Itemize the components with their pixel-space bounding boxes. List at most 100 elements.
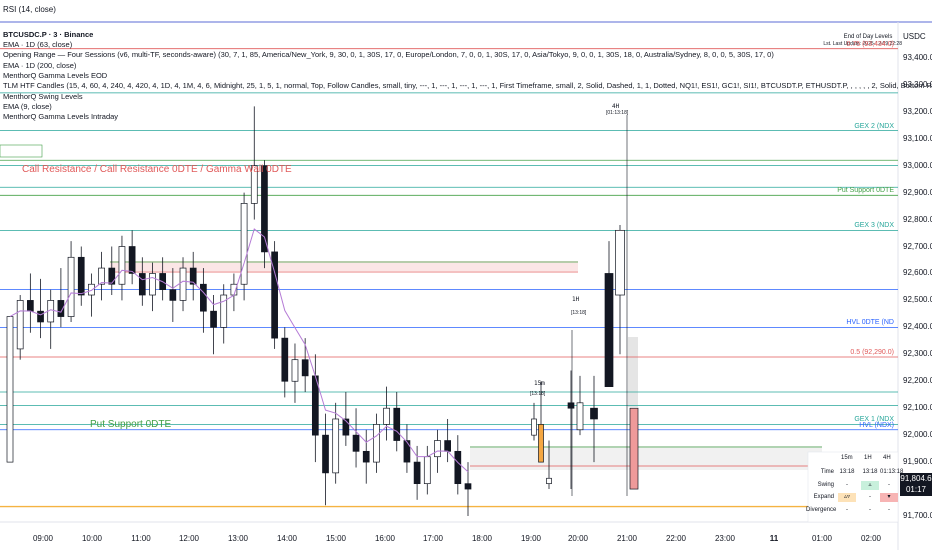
indicator-label[interactable]: MenthorQ Gamma Levels Intraday: [3, 112, 119, 122]
htf-candle-body: [576, 402, 584, 431]
time-tick-label: 19:00: [520, 534, 542, 543]
candle-body: [189, 267, 197, 285]
symbol-title[interactable]: BTCUSDC.P · 3 · Binance: [3, 30, 94, 39]
price-tick-label: 93,000.0: [903, 160, 932, 170]
price-tick-label: 91,700.0: [903, 511, 932, 520]
candle-body: [373, 424, 380, 463]
time-tick-label: 14:00: [276, 534, 298, 543]
candle-body: [138, 273, 146, 296]
price-tick-label: 93,300.0: [903, 79, 932, 89]
htf-candle-body: [615, 229, 625, 296]
zone-rect: [628, 337, 638, 407]
swing-row-label: Divergence: [806, 506, 837, 513]
candle-body: [57, 300, 65, 317]
candle-body: [301, 359, 309, 377]
indicator-label[interactable]: EMA (9, close): [3, 101, 52, 111]
swing-header: 1H: [864, 455, 872, 461]
swing-cell: -: [846, 506, 848, 513]
indicator-label[interactable]: Opening Range — Four Sessions (v6, multi…: [3, 50, 774, 60]
candle-body: [291, 359, 299, 382]
price-tick-label: 93,100.0: [903, 133, 932, 143]
current-price-tag: 91,804.6 01:17: [900, 473, 932, 496]
price-tick-label: 92,100.0: [903, 403, 932, 413]
candle-body: [444, 440, 451, 452]
htf-1h-label: 1H: [572, 296, 580, 303]
price-tick-label: 92,900.0: [903, 187, 932, 197]
htf-15m-label: 15m: [534, 380, 545, 387]
swing-header: 4H: [883, 455, 891, 461]
indicator-label[interactable]: MenthorQ Swing Levels: [3, 91, 83, 101]
level-label: GEX 1 (NDX: [854, 416, 894, 424]
candle-body: [423, 456, 431, 485]
bar-countdown: 01:17: [905, 485, 927, 494]
price-tick-label: 92,500.0: [903, 295, 932, 305]
candle-body: [179, 267, 187, 301]
candle-body: [322, 434, 329, 474]
candle-body: [27, 300, 34, 312]
candle-body: [108, 267, 116, 285]
eod-title: End of Day Levels: [843, 34, 893, 40]
candle-body: [434, 440, 441, 458]
indicator-label[interactable]: MenthorQ Gamma Levels EOD: [3, 70, 108, 80]
candle-body: [88, 283, 95, 296]
ema-line: [9, 228, 469, 473]
htf-candle-body: [567, 402, 575, 409]
indicator-label[interactable]: EMA · 1D (200, close): [3, 60, 77, 70]
candle-body: [250, 165, 258, 204]
level-label: HVL 0DTE (ND: [846, 319, 894, 327]
swing-cell: ▵: [861, 480, 879, 490]
price-tick-label: 92,300.0: [903, 349, 932, 359]
indicator-label[interactable]: EMA · 1D (63, close): [3, 40, 73, 49]
candle-body: [413, 461, 421, 485]
candle-body: [67, 256, 75, 317]
candle-body: [332, 418, 340, 474]
candle-body: [200, 283, 207, 312]
indicator-label[interactable]: TLM HTF Candles (15, 4, 60, 4, 240, 4, 4…: [3, 81, 932, 91]
swing-cell: 13:18: [862, 469, 878, 475]
htf-candle-body: [531, 418, 537, 436]
swing-cell: -: [846, 481, 848, 488]
swing-row-label: Expand: [813, 494, 834, 500]
put-support-label: Put Support 0DTE: [90, 419, 172, 430]
candle-body: [240, 203, 248, 285]
price-tick-label: 93,400.0: [903, 52, 932, 62]
swing-cell: 13:18: [839, 469, 855, 475]
swing-cell: ▵▿: [838, 493, 856, 502]
candle-body: [464, 483, 472, 490]
current-price: 91,804.6: [900, 474, 932, 483]
htf-4h-label: 4H: [612, 103, 620, 110]
candle-body: [128, 246, 136, 274]
htf-candle-body: [604, 273, 614, 387]
htf-candle-body: [538, 424, 544, 463]
candle-body: [118, 246, 126, 285]
swing-row-label: Swing: [817, 481, 834, 488]
candle-body: [98, 267, 105, 285]
level-label: 0.75 (93,434.0): [846, 40, 894, 48]
currency-label: USDC: [903, 32, 926, 41]
swing-row-label: Time: [820, 469, 834, 475]
time-tick-label: 20:00: [567, 534, 589, 543]
time-tick-label: 23:00: [714, 534, 736, 543]
candle-body: [403, 440, 411, 463]
htf-4h-time: [01:13:18]: [606, 110, 629, 116]
level-label: Put Support 0DTE: [837, 187, 894, 195]
price-tick-label: 92,000.0: [903, 430, 932, 440]
time-tick-label: 17:00: [422, 534, 444, 543]
price-tick-label: 92,200.0: [903, 376, 932, 386]
candle-body: [210, 310, 217, 328]
candle-body: [77, 256, 85, 296]
candle-body: [149, 273, 156, 296]
level-label: HVL (NDX): [859, 421, 894, 429]
time-tick-label: 13:00: [227, 534, 249, 543]
price-tick-label: 93,200.0: [903, 106, 932, 116]
candle-body: [16, 300, 24, 350]
price-tick-label: 92,400.0: [903, 322, 932, 332]
candle-body: [271, 251, 278, 339]
candle-body: [281, 337, 289, 382]
swing-table-bg: [807, 451, 899, 523]
level-label: GEX 2 (NDX: [854, 122, 894, 130]
time-tick-label: 18:00: [471, 534, 493, 543]
swing-cell: -: [888, 481, 890, 488]
candle-body: [6, 316, 14, 463]
